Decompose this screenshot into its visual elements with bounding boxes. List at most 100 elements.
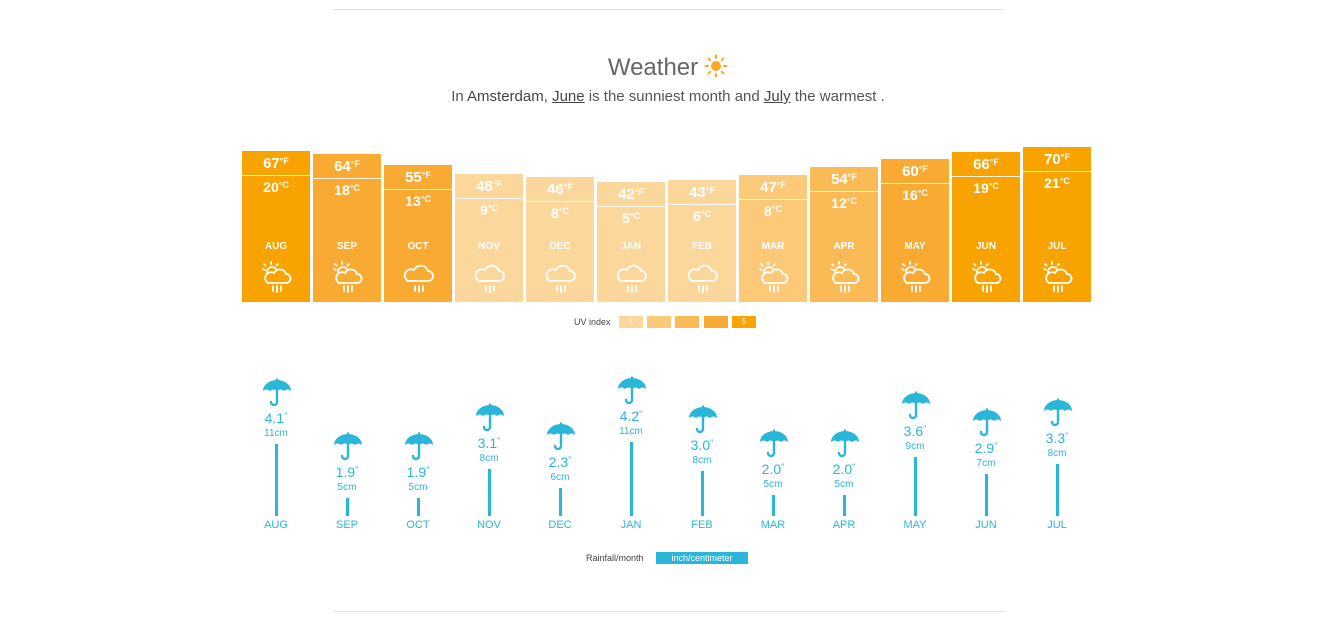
temp-celsius-label: 16°C xyxy=(902,187,928,203)
rain-bar xyxy=(772,495,775,516)
temp-month-label: MAY xyxy=(904,241,926,252)
rain-month-label: AUG xyxy=(264,519,288,531)
umbrella-icon xyxy=(902,391,930,420)
rain-column-apr: 2.0" 5cm APR xyxy=(810,370,878,540)
umbrella-icon xyxy=(334,432,362,461)
page-title: Weather xyxy=(0,54,1336,85)
warmest-month-link[interactable]: July xyxy=(763,88,791,105)
temp-column-jul: 70°F 21°C JUL xyxy=(1023,147,1091,302)
rain-inch-label: 2.9" xyxy=(974,440,998,456)
rain-month-label: APR xyxy=(832,519,856,531)
temp-fahrenheit-label: 46°F xyxy=(547,181,573,198)
temp-celsius-label: 20°C xyxy=(263,179,289,195)
rain-column-jan: 4.2" 11cm JAN xyxy=(597,370,665,540)
uv-legend-label: UV index xyxy=(574,317,611,327)
rain-month-label: JAN xyxy=(620,519,642,531)
temp-divider xyxy=(384,189,452,190)
subtitle-suffix: the warmest . xyxy=(794,88,885,105)
rain-month-label: SEP xyxy=(335,519,358,531)
temp-divider xyxy=(1023,171,1091,172)
temp-column-apr: 54°F 12°C APR xyxy=(810,167,878,302)
rain-cm-label: 5cm xyxy=(763,479,783,490)
sunniest-month-link[interactable]: June xyxy=(552,88,585,105)
temp-fahrenheit-label: 64°F xyxy=(334,158,360,175)
temp-divider xyxy=(739,199,807,200)
temp-month-label: JUL xyxy=(1047,241,1067,252)
temp-column-nov: 48°F 9°C NOV xyxy=(455,174,523,302)
rain-column-oct: 1.9" 5cm OCT xyxy=(384,370,452,540)
rain-bar xyxy=(914,457,917,516)
temp-divider xyxy=(881,183,949,184)
rain-column-nov: 3.1" 8cm NOV xyxy=(455,370,523,540)
temp-fahrenheit-label: 67°F xyxy=(263,155,289,172)
umbrella-icon xyxy=(405,432,433,461)
temp-fahrenheit-label: 42°F xyxy=(618,186,644,203)
sun-cloud-rain-icon xyxy=(901,261,931,293)
temp-celsius-label: 18°C xyxy=(334,182,360,198)
temp-column-aug: 67°F 20°C AUG xyxy=(242,151,310,302)
rain-bar xyxy=(488,469,491,516)
rain-column-jun: 2.9" 7cm JUN xyxy=(952,370,1020,540)
rain-bar xyxy=(1056,464,1059,516)
rain-inch-label: 2.0" xyxy=(832,461,856,477)
rain-month-label: DEC xyxy=(548,519,572,531)
temp-celsius-label: 12°C xyxy=(831,195,857,211)
rain-month-label: JUL xyxy=(1047,519,1067,531)
rain-inch-label: 3.6" xyxy=(903,423,927,439)
sun-cloud-rain-icon xyxy=(262,261,292,293)
rain-inch-label: 4.2" xyxy=(619,408,643,424)
sun-cloud-rain-icon xyxy=(972,261,1002,293)
rain-cm-label: 8cm xyxy=(479,453,499,464)
sun-cloud-rain-icon xyxy=(333,261,363,293)
temperature-chart: 67°F 20°C AUG 64°F 18°C SEP 55°F 13°C OCT 48°F 9°C… xyxy=(242,140,1094,302)
rain-bar xyxy=(346,498,349,516)
temp-month-label: APR xyxy=(833,241,855,252)
rain-inch-label: 4.1" xyxy=(264,410,288,426)
uv-swatch-5: 5 xyxy=(732,316,756,328)
top-divider xyxy=(333,9,1004,10)
temp-fahrenheit-label: 55°F xyxy=(405,169,431,186)
rain-cm-label: 6cm xyxy=(550,472,570,483)
subtitle-prefix: In xyxy=(451,88,464,105)
rain-cm-label: 8cm xyxy=(1047,448,1067,459)
subtitle-comma: , xyxy=(543,88,548,105)
umbrella-icon xyxy=(831,429,859,458)
temp-celsius-label: 8°C xyxy=(551,205,569,221)
umbrella-icon xyxy=(263,378,291,407)
cloud-rain-icon xyxy=(687,264,718,293)
umbrella-icon xyxy=(973,408,1001,437)
temp-celsius-label: 9°C xyxy=(480,202,498,218)
rain-bar xyxy=(843,495,846,516)
cloud-rain-icon xyxy=(403,264,434,293)
temp-celsius-label: 8°C xyxy=(764,203,782,219)
rain-month-label: MAR xyxy=(760,519,786,531)
temp-fahrenheit-label: 70°F xyxy=(1044,151,1070,168)
page-subtitle: In Amsterdam, June is the sunniest month… xyxy=(0,88,1336,105)
umbrella-icon xyxy=(547,422,575,451)
temp-fahrenheit-label: 66°F xyxy=(973,156,999,173)
rain-bar xyxy=(417,498,420,516)
temp-divider xyxy=(597,206,665,207)
rain-inch-label: 3.1" xyxy=(477,435,501,451)
rain-month-label: OCT xyxy=(406,519,430,531)
cloud-rain-icon xyxy=(616,264,647,293)
umbrella-icon xyxy=(618,376,646,405)
temp-fahrenheit-label: 48°F xyxy=(476,178,502,195)
title-text: Weather xyxy=(607,54,699,81)
temp-celsius-label: 13°C xyxy=(405,193,431,209)
temp-fahrenheit-label: 60°F xyxy=(902,163,928,180)
temp-column-feb: 43°F 6°C FEB xyxy=(668,180,736,302)
rain-cm-label: 7cm xyxy=(976,458,996,469)
city-name: Amsterdam xyxy=(467,88,544,105)
rain-cm-label: 9cm xyxy=(905,441,925,452)
sun-cloud-rain-icon xyxy=(1043,261,1073,293)
temp-column-dec: 46°F 8°C DEC xyxy=(526,177,594,302)
rain-bar xyxy=(701,471,704,516)
temp-column-oct: 55°F 13°C OCT xyxy=(384,165,452,302)
subtitle-mid: is the sunniest month and xyxy=(588,88,760,105)
temp-column-jun: 66°F 19°C JUN xyxy=(952,152,1020,302)
rain-cm-label: 5cm xyxy=(337,482,357,493)
rain-column-dec: 2.3" 6cm DEC xyxy=(526,370,594,540)
rainfall-chart: 4.1" 11cm AUG 1.9" 5cm SEP 1.9" 5cm OCT 3.1" 8cm NO… xyxy=(242,370,1094,540)
rainfall-unit-badge: inch/centimeter xyxy=(656,552,748,564)
